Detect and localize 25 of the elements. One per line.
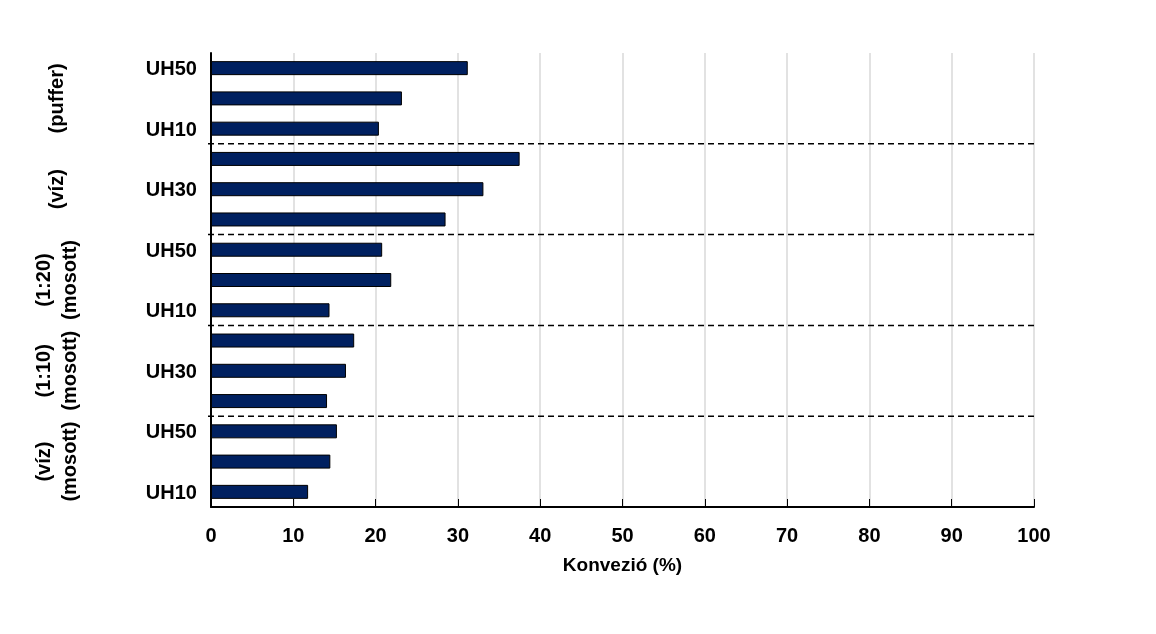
- text: (víz): [45, 169, 67, 210]
- y-tick-label: UH50: [145, 420, 197, 443]
- text: (1:10) (mosott): [32, 330, 80, 411]
- y-tick-label: UH10: [145, 299, 197, 322]
- x-tick-label: 80: [858, 524, 881, 546]
- y-tick-label: UH30: [145, 178, 197, 201]
- x-tick-label: 0: [205, 524, 217, 546]
- x-tick-label: 90: [940, 524, 963, 546]
- x-tick-label: 60: [693, 524, 716, 546]
- y-tick-label: UH10: [145, 480, 197, 503]
- y-tick-label: UH10: [145, 117, 197, 140]
- x-tick-label: 50: [611, 524, 634, 546]
- y-tick-label: UH30: [145, 359, 197, 382]
- x-tick-label: 20: [364, 524, 387, 546]
- x-tick-label: 100: [1017, 524, 1051, 546]
- x-axis-title: Konvezió (%): [562, 554, 683, 575]
- text: (víz) (mosott): [32, 421, 80, 502]
- x-tick-label: 40: [529, 524, 552, 546]
- x-tick-label: 30: [446, 524, 470, 546]
- y-tick-label: UH50: [145, 57, 197, 80]
- x-tick-label: 70: [775, 524, 799, 546]
- text: (puffer): [45, 63, 67, 134]
- text: (1:20) (mosott): [32, 240, 80, 320]
- y-tick-label: UH50: [145, 238, 197, 261]
- x-tick-label: 10: [282, 524, 305, 546]
